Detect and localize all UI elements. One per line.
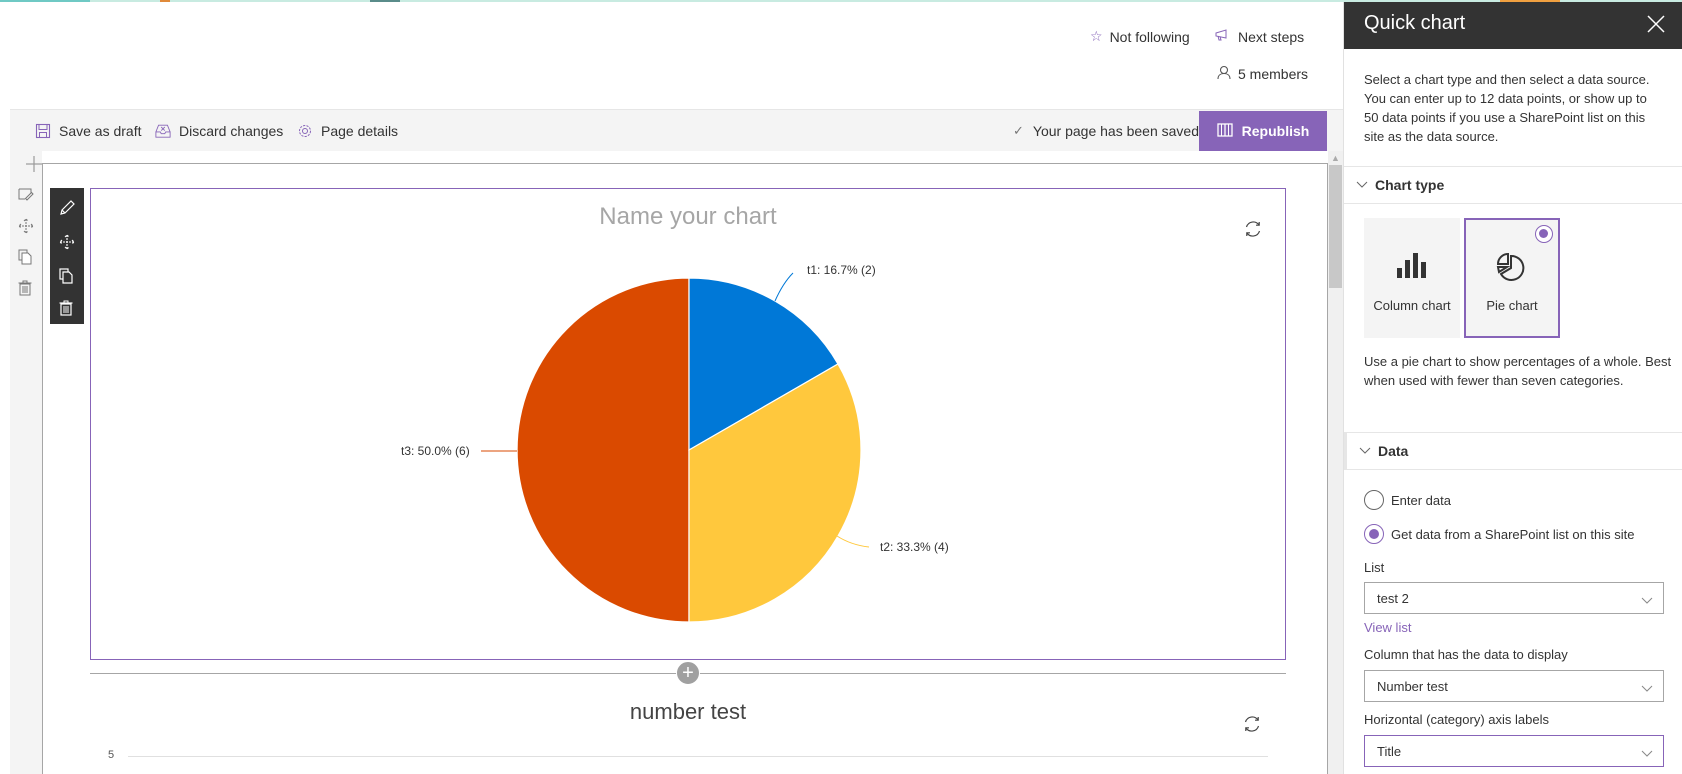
pie-slice-t1 (688, 277, 839, 452)
members-button[interactable]: 5 members (1217, 65, 1308, 83)
quick-chart-property-pane: Quick chart Select a chart type and then… (1343, 2, 1682, 774)
duplicate-section-icon[interactable] (18, 249, 34, 265)
chart-type-pie-label: Pie chart (1486, 298, 1538, 313)
edit-webpart-pencil-icon[interactable] (59, 200, 75, 216)
save-as-draft-button[interactable]: Save as draft (35, 110, 142, 151)
section-toolbar (10, 151, 42, 774)
axis-labels-dropdown[interactable]: Title (1364, 735, 1664, 767)
enter-data-radio[interactable]: Enter data (1364, 490, 1451, 510)
site-banner-strip (0, 0, 1682, 2)
edit-section-icon[interactable] (18, 188, 34, 204)
pie-slice-t2 (688, 363, 862, 623)
chart-title-input[interactable]: Name your chart (599, 203, 777, 230)
duplicate-webpart-icon[interactable] (59, 268, 75, 284)
chart-type-pie[interactable]: Pie chart (1464, 218, 1560, 338)
megaphone-icon (1215, 28, 1231, 45)
chevron-down-icon (1641, 681, 1653, 693)
second-chart-refresh-icon[interactable] (1242, 714, 1262, 734)
pane-title: Quick chart (1364, 12, 1466, 34)
y-axis-tick: 5 (108, 749, 115, 761)
pie-slice-t3 (516, 277, 690, 623)
save-status: ✓ Your page has been saved (1013, 122, 1199, 139)
view-list-link[interactable]: View list (1364, 620, 1412, 635)
canvas-scrollbar[interactable]: ▲ (1328, 151, 1343, 774)
quick-chart-webpart[interactable]: Name your chart t1: 16.7% (2) t2: 33.3% … (90, 188, 1286, 660)
list-label: List (1364, 560, 1385, 575)
book-icon (1217, 122, 1233, 140)
add-section-icon[interactable] (26, 156, 42, 172)
data-section-header[interactable]: Data (1344, 432, 1682, 470)
delete-webpart-icon[interactable] (59, 300, 75, 316)
chevron-down-icon (1641, 593, 1653, 605)
star-icon: ☆ (1090, 28, 1103, 44)
webpart-toolbar (50, 188, 84, 324)
next-steps-button[interactable]: Next steps (1215, 28, 1304, 45)
discard-tray-icon (155, 123, 171, 139)
chart-type-column[interactable]: Column chart (1364, 218, 1460, 338)
person-icon (1217, 65, 1231, 83)
gear-icon (297, 123, 313, 139)
pane-header: Quick chart (1344, 2, 1682, 49)
second-chart-title: number test (629, 699, 747, 724)
move-webpart-icon[interactable] (59, 234, 75, 250)
follow-button[interactable]: ☆ Not following (1090, 28, 1190, 45)
selected-radio-indicator (1535, 225, 1553, 243)
list-dropdown[interactable]: test 2 (1364, 582, 1664, 614)
axis-labels-label: Horizontal (category) axis labels (1364, 712, 1549, 727)
page-details-button[interactable]: Page details (297, 110, 398, 151)
column-label: Column that has the data to display (1364, 647, 1568, 662)
floppy-disk-icon (35, 123, 51, 139)
pie-chart (481, 272, 870, 623)
checkmark-icon: ✓ (1013, 122, 1024, 138)
republish-button[interactable]: Republish (1199, 111, 1327, 151)
chart-type-section-header[interactable]: Chart type (1344, 166, 1682, 204)
pie-label-t2: t2: 33.3% (4) (880, 540, 949, 554)
scroll-thumb[interactable] (1329, 165, 1342, 288)
pane-intro-text: Select a chart type and then select a da… (1364, 72, 1650, 144)
radio-button[interactable] (1364, 490, 1384, 510)
chart-type-column-label: Column chart (1373, 298, 1451, 313)
radio-button-selected[interactable] (1364, 524, 1384, 544)
close-icon[interactable] (1647, 15, 1665, 33)
chevron-down-icon (1359, 444, 1371, 458)
refresh-icon[interactable] (1243, 219, 1263, 239)
chart-type-description: Use a pie chart to show percentages of a… (1364, 354, 1672, 388)
chevron-down-icon (1356, 178, 1368, 192)
move-section-icon[interactable] (18, 218, 34, 234)
pie-label-t3: t3: 50.0% (6) (401, 444, 470, 458)
command-bar: Save as draft Discard changes Page detai… (10, 109, 1343, 151)
column-chart-icon (1396, 252, 1428, 281)
column-dropdown[interactable]: Number test (1364, 670, 1664, 702)
add-webpart-plus-icon[interactable]: + (676, 661, 700, 685)
discard-changes-button[interactable]: Discard changes (155, 110, 283, 151)
pie-chart-icon (1496, 252, 1528, 287)
delete-section-icon[interactable] (18, 280, 34, 296)
pie-label-t1: t1: 16.7% (2) (807, 263, 876, 277)
site-header: ☆ Not following Next steps 5 members (0, 2, 1343, 108)
chevron-down-icon (1641, 746, 1653, 758)
sharepoint-list-radio[interactable]: Get data from a SharePoint list on this … (1364, 524, 1635, 544)
chart-gridline (128, 756, 1268, 757)
scroll-up-arrow-icon[interactable]: ▲ (1331, 153, 1340, 163)
